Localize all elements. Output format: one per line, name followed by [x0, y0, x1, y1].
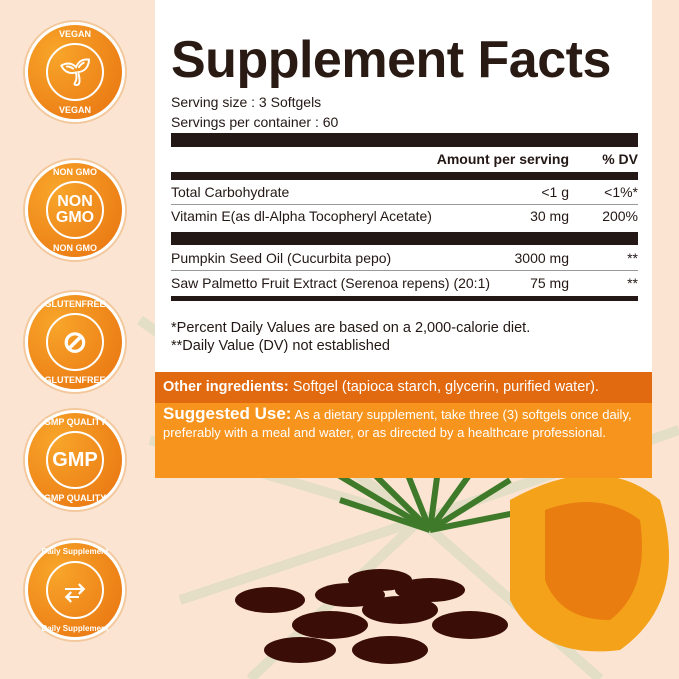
servings-per-container: Servings per container : 60: [171, 114, 339, 130]
badge-top-text: Daily Supplement: [41, 547, 109, 556]
header-amount: Amount per serving: [436, 151, 569, 167]
row-amount: 30 mg: [530, 208, 569, 224]
divider: [171, 270, 638, 271]
row-dv: **: [627, 250, 638, 266]
badge-bottom-text: GMP QUALITY: [43, 493, 107, 503]
badge-bottom-text: NON GMO: [53, 243, 97, 253]
page-title: Supplement Facts: [171, 31, 611, 89]
row-amount: 75 mg: [530, 275, 569, 291]
row-dv: 200%: [602, 208, 638, 224]
row-dv: <1%*: [604, 184, 638, 200]
gmp-badge: GMP QUALITY GMP GMP QUALITY: [25, 410, 125, 510]
badge-center-text: GMP: [46, 431, 104, 489]
plant-hand-icon: 🌱︎: [46, 43, 104, 101]
row-name: Saw Palmetto Fruit Extract (Serenoa repe…: [171, 275, 491, 291]
badge-top-text: GMP QUALITY: [43, 417, 107, 427]
gluten-free-badge: GLUTENFREE ⊘ GLUTENFREE: [25, 292, 125, 392]
pumpkin-icon: [510, 475, 669, 652]
badge-center-text: NON GMO: [46, 181, 104, 239]
badge-top-text: NON GMO: [53, 167, 97, 177]
serving-size: Serving size : 3 Softgels: [171, 94, 322, 110]
other-ingredients-text: Softgel (tapioca starch, glycerin, purif…: [288, 379, 599, 395]
route-icon: ⥂: [46, 561, 104, 619]
vegan-badge: VEGAN 🌱︎ VEGAN: [25, 22, 125, 122]
daily-supplement-badge: Daily Supplement ⥂ Daily Supplement: [25, 540, 125, 640]
badge-top-text: GLUTENFREE: [44, 299, 106, 309]
row-name: Pumpkin Seed Oil (Cucurbita pepo): [171, 250, 392, 266]
other-ingredients-label: Other ingredients:: [163, 379, 289, 395]
divider: [171, 172, 638, 180]
footnote: *Percent Daily Values are based on a 2,0…: [171, 320, 531, 336]
divider: [171, 232, 638, 245]
non-gmo-badge: NON GMO NON GMO NON GMO: [25, 160, 125, 260]
other-ingredients: Other ingredients: Softgel (tapioca star…: [155, 372, 652, 403]
badge-top-text: VEGAN: [58, 29, 91, 39]
divider: [171, 296, 638, 301]
suggested-use-label: Suggested Use:: [163, 404, 292, 423]
row-name: Vitamin E(as dl-Alpha Tocopheryl Acetate…: [171, 208, 432, 224]
row-name: Total Carbohydrate: [171, 184, 290, 200]
divider: [171, 133, 638, 147]
supplement-facts-panel: Supplement Facts Serving size : 3 Softge…: [155, 0, 652, 372]
header-dv: % DV: [602, 151, 638, 167]
no-wheat-icon: ⊘: [46, 313, 104, 371]
badge-bottom-text: VEGAN: [58, 105, 91, 115]
softgels-icon: [235, 569, 508, 664]
row-amount: <1 g: [541, 184, 569, 200]
badge-bottom-text: GLUTENFREE: [44, 375, 106, 385]
suggested-use: Suggested Use: As a dietary supplement, …: [155, 403, 652, 478]
badge-bottom-text: Daily Supplement: [41, 624, 109, 633]
divider: [171, 204, 638, 205]
row-dv: **: [627, 275, 638, 291]
suggested-use-text: As a dietary supplement, take three (3) …: [163, 407, 632, 440]
footnote: **Daily Value (DV) not established: [171, 338, 390, 354]
row-amount: 3000 mg: [514, 250, 569, 266]
